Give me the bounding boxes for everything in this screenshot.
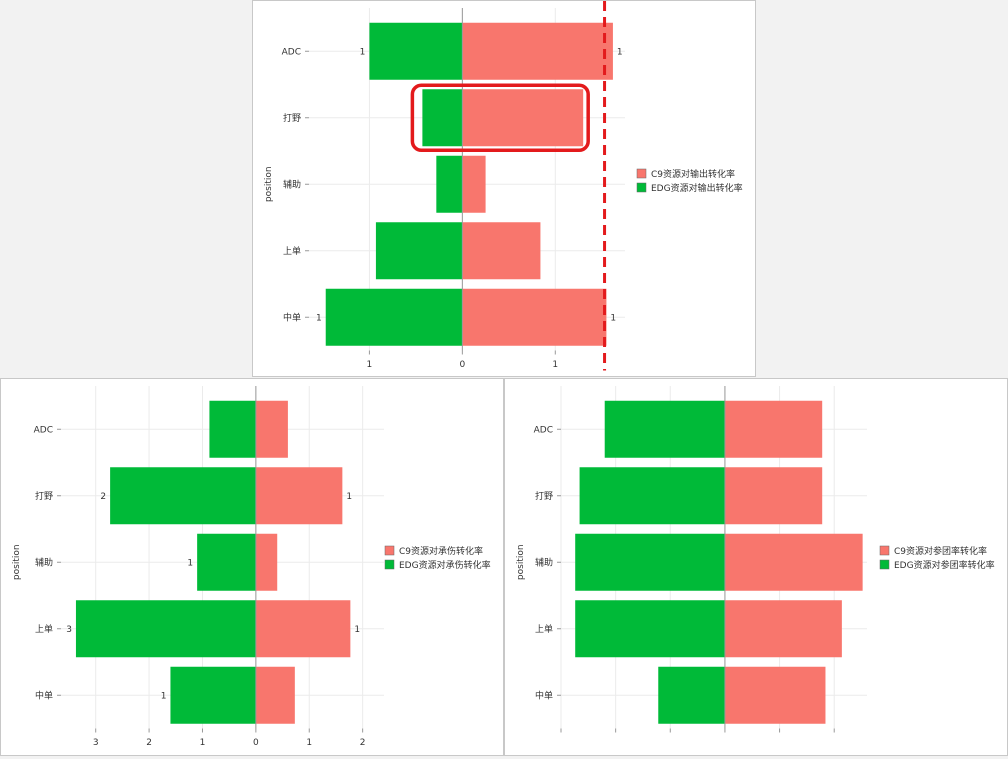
bar-c9 [724,533,863,591]
x-tick-label: 1 [552,360,558,370]
y-tick-label: ADC [282,47,301,57]
x-tick-label: 2 [360,738,366,748]
bar-edg [170,666,256,724]
legend-label: C9资源对输出转化率 [651,168,735,180]
legend-swatch [879,545,890,556]
y-tick-label: 辅助 [535,556,553,568]
legend-label: EDG资源对输出转化率 [651,182,743,194]
bar-value-label: 1 [617,47,623,57]
x-tick-label: 3 [93,738,99,748]
bar-value-label: 1 [354,625,360,635]
y-tick-label: 辅助 [35,556,53,568]
bar-value-label: 1 [161,691,167,701]
bar-value-label: 1 [610,313,616,323]
y-tick-label: 中单 [283,311,301,323]
bar-c9 [255,400,288,458]
y-tick-label: ADC [534,425,553,435]
bar-c9 [462,222,541,280]
x-tick-label: 1 [367,360,373,370]
bars [325,22,613,346]
y-tick-label: 中单 [35,689,53,701]
bar-c9 [724,400,823,458]
bar-edg [575,533,725,591]
y-tick-label: 打野 [283,112,301,124]
bar-edg [75,600,256,658]
x-tick-label: 0 [253,738,259,748]
legend-swatch [879,559,890,570]
bar-edg [375,222,463,280]
x-tick-label: 0 [459,360,465,370]
bar-value-label: 1 [187,558,193,568]
bar-edg [197,533,256,591]
bars [575,400,863,724]
bar-c9 [462,22,613,80]
bar-edg [575,600,725,658]
bar-edg [325,288,463,346]
y-axis-title: position [516,544,526,580]
legend-label: C9资源对承伤转化率 [399,545,483,557]
y-tick-label: 中单 [535,689,553,701]
bar-c9 [462,288,607,346]
bar-c9 [724,467,823,525]
y-tick-label: ADC [34,425,53,435]
bar-c9 [724,600,842,658]
chart-panel-participation: ADC 打野辅助上单中单 position C9资源对参团率转化率 EDG资源对参团率转… [504,378,1008,756]
bar-value-label: 3 [66,625,72,635]
bar-c9 [255,600,351,658]
legend: C9资源对参团率转化率 EDG资源对参团率转化率 [879,545,995,571]
bar-edg [422,89,463,147]
bar-c9 [462,155,486,213]
bars [75,400,351,724]
legend-swatch [636,182,647,193]
x-tick-label: 1 [306,738,312,748]
y-tick-label: 打野 [535,490,553,502]
bar-c9 [255,666,295,724]
y-tick-label: 打野 [35,490,53,502]
bar-c9 [462,89,584,147]
bar-c9 [255,533,278,591]
bar-edg [110,467,256,525]
x-tick-label: 1 [200,738,206,748]
legend-swatch [384,545,395,556]
x-tick-label: 2 [146,738,152,748]
chart-panel-damage-taken: 2 1 1 3 1 1 ADC 打野辅助上单中单 3 2 1 0 1 2 position C9资源对承伤转化… [0,378,504,756]
chart-panel-output: 1 1 1 1 ADC 打野辅助上单中单 1 0 1 position C9资源对输出转化率 EDG资… [252,0,756,377]
legend-swatch [636,168,647,179]
bar-value-label: 2 [100,492,106,502]
bar-edg [209,400,256,458]
y-tick-label: 上单 [283,245,301,257]
bar-value-label: 1 [316,313,322,323]
bar-value-label: 1 [360,47,366,57]
bar-edg [436,155,463,213]
y-axis-title: position [264,166,274,202]
bar-edg [604,400,725,458]
legend-label: C9资源对参团率转化率 [894,545,987,557]
y-tick-label: 上单 [535,623,553,635]
legend-label: EDG资源对参团率转化率 [894,559,995,571]
bar-edg [369,22,463,80]
legend-label: EDG资源对承伤转化率 [399,559,491,571]
bar-c9 [255,467,343,525]
bar-edg [579,467,725,525]
bar-value-label: 1 [346,492,352,502]
legend: C9资源对承伤转化率 EDG资源对承伤转化率 [384,545,491,571]
legend-swatch [384,559,395,570]
bar-edg [658,666,725,724]
legend: C9资源对输出转化率 EDG资源对输出转化率 [636,168,743,194]
bar-c9 [724,666,826,724]
y-tick-label: 辅助 [283,178,301,190]
y-axis-title: position [12,544,22,580]
y-tick-label: 上单 [35,623,53,635]
highlight-box [410,83,590,152]
